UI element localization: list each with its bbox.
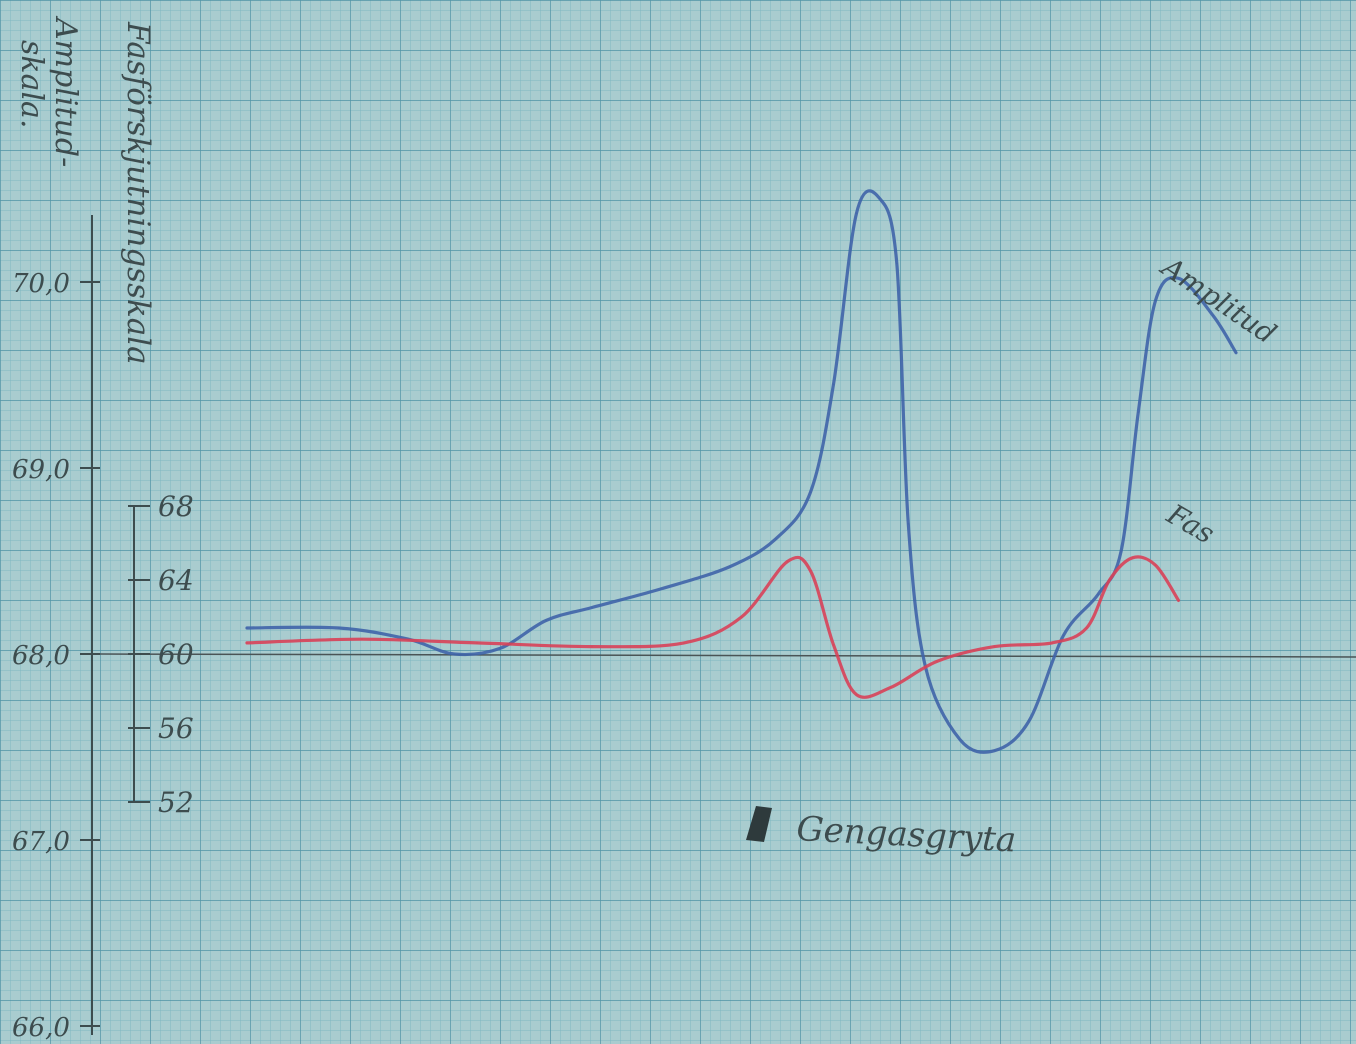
data-point-fas: [832, 644, 835, 646]
data-point-amplitud: [907, 523, 910, 525]
data-point-fas: [1108, 579, 1111, 581]
data-point-fas: [361, 638, 363, 640]
phase-tick-label: 56: [158, 712, 194, 745]
phase-tick-label: 64: [158, 564, 194, 597]
data-point-fas: [1085, 627, 1088, 629]
data-point-amplitud: [1212, 314, 1214, 317]
amplitude-tick-label: 66,0: [12, 1013, 70, 1043]
data-point-amplitud: [1235, 351, 1237, 354]
series-layer: [245, 189, 1238, 754]
data-point-amplitud: [775, 537, 777, 540]
series-line-fas: [245, 555, 1181, 699]
data-point-amplitud: [1137, 411, 1140, 414]
amplitude-axis-title-line2: skala.: [14, 40, 49, 128]
data-point-fas: [993, 645, 996, 648]
data-point-fas: [786, 560, 789, 563]
data-point-amplitud: [1177, 277, 1180, 280]
data-point-amplitud: [545, 619, 547, 622]
data-point-amplitud: [1120, 550, 1122, 553]
amplitude-tick-label: 67,0: [12, 827, 70, 857]
data-point-fas: [476, 642, 478, 644]
data-point-amplitud: [809, 491, 812, 494]
data-point-amplitud: [1028, 720, 1030, 722]
phase-axis-ticks: 68 64 60 56 52: [128, 490, 194, 819]
data-point-amplitud: [959, 738, 961, 741]
data-point-amplitud: [878, 197, 881, 200]
data-point-amplitud: [1062, 634, 1065, 637]
data-point-amplitud: [499, 647, 501, 650]
amplitude-axis-title: Amplitud-: [48, 15, 83, 167]
data-point-fas: [246, 642, 248, 644]
amplitude-tick-label: 69,0: [12, 455, 70, 485]
phase-tick-label: 52: [158, 786, 194, 819]
data-point-amplitud: [855, 212, 858, 214]
data-point-amplitud: [591, 606, 593, 609]
data-point-fas: [890, 686, 892, 689]
data-point-amplitud: [1097, 593, 1099, 596]
phase-tick-label: 68: [158, 490, 194, 523]
data-point-fas: [740, 616, 743, 618]
data-point-fas: [809, 570, 812, 572]
gengasgryta-marker: [746, 806, 772, 842]
reference-line: [99, 653, 1356, 658]
data-point-fas: [1051, 642, 1053, 644]
data-point-amplitud: [729, 565, 731, 568]
data-point-amplitud: [660, 588, 662, 590]
data-point-amplitud: [993, 749, 996, 752]
data-point-amplitud: [896, 262, 898, 265]
data-point-fas: [683, 642, 685, 644]
data-point-fas: [1177, 599, 1180, 602]
amplitude-axis-ticks: 70,0 69,0 68,0 67,0 66,0: [12, 269, 100, 1043]
data-point-amplitud: [338, 627, 340, 629]
amplitude-tick-label: 70,0: [12, 269, 70, 299]
data-point-fas: [855, 693, 858, 696]
data-point-fas: [591, 645, 593, 648]
data-point-fas: [936, 660, 938, 663]
data-point-amplitud: [832, 383, 835, 386]
data-point-fas: [1154, 564, 1157, 566]
data-point-amplitud: [246, 627, 248, 629]
data-point-amplitud: [453, 653, 455, 655]
phase-tick-label: 60: [158, 638, 194, 671]
amplitude-tick-label: 68,0: [12, 641, 70, 671]
data-point-amplitud: [1154, 299, 1157, 302]
data-point-fas: [1131, 557, 1134, 559]
phase-axis-title: Fasförskjutningsskala: [120, 21, 156, 365]
